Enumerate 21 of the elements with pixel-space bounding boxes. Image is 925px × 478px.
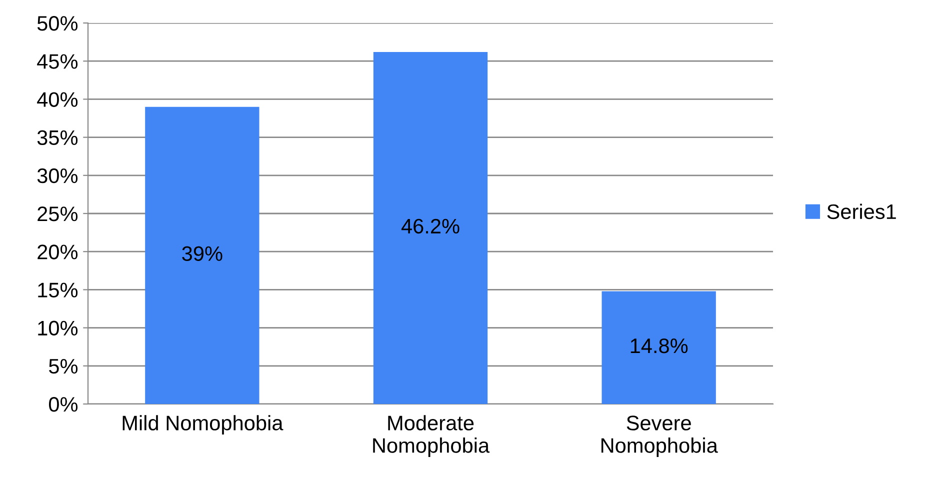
legend-label: Series1 — [827, 204, 896, 220]
data-label: 14.8% — [630, 338, 688, 354]
y-tick-label: 5% — [49, 358, 78, 374]
x-tick-label: Moderate Nomophobia — [373, 415, 490, 457]
y-tick-label: 10% — [38, 320, 78, 336]
bar — [602, 291, 716, 404]
y-tick-label: 40% — [37, 92, 78, 107]
x-tick-label: Severe Nomophobia — [601, 416, 718, 457]
x-tick-label: Mild Nomophobia — [122, 415, 284, 435]
y-tick-label: 0% — [48, 397, 78, 412]
y-tick-label: 30% — [37, 168, 78, 184]
y-tick-label: 50% — [37, 16, 78, 31]
data-label: 39% — [182, 246, 222, 261]
y-tick-label: 25% — [38, 206, 78, 222]
y-tick-label: 20% — [38, 244, 78, 260]
y-tick-label: 35% — [37, 130, 78, 146]
data-label: 46.2% — [401, 218, 460, 234]
y-tick-label: 15% — [38, 282, 78, 298]
y-tick-label: 45% — [37, 54, 78, 69]
bar — [373, 52, 488, 404]
bar — [145, 106, 260, 404]
